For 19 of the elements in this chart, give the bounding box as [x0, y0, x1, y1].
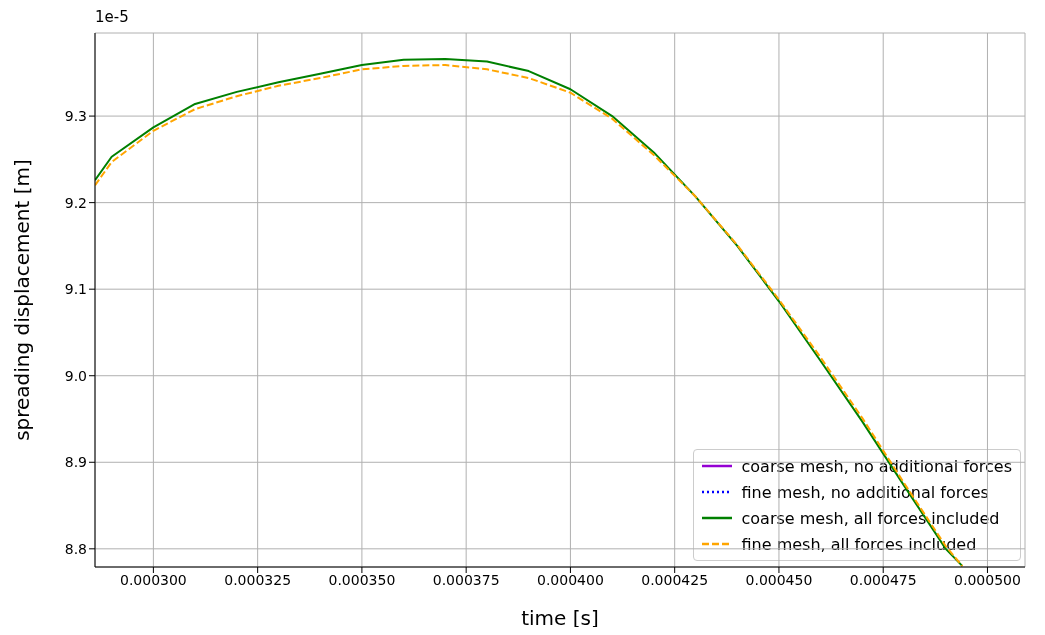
- x-tick-label: 0.000350: [328, 571, 396, 588]
- x-tick-label: 0.000475: [849, 571, 917, 588]
- y-tick-label: 9.0: [64, 367, 87, 384]
- x-tick-label: 0.000325: [224, 571, 292, 588]
- text: 1e-5: [95, 8, 129, 26]
- x-tick-label: 0.000300: [119, 571, 187, 588]
- x-tick-label: 0.000375: [432, 571, 500, 588]
- x-axis-title: time [s]: [521, 606, 599, 630]
- y-tick-label: 8.9: [64, 454, 87, 471]
- x-tick-label: 0.000450: [745, 571, 813, 588]
- y-tick-label: 9.3: [64, 108, 87, 125]
- x-tick-label: 0.000425: [641, 571, 709, 588]
- x-tick-label: 0.000500: [954, 571, 1021, 588]
- x-tick-label: 0.000400: [537, 571, 604, 588]
- y-axis-title: spreading displacement [m]: [10, 159, 34, 441]
- legend-label: coarse mesh, all forces included: [741, 508, 1000, 528]
- y-tick-label: 9.1: [64, 281, 87, 298]
- y-tick-label: 9.2: [64, 194, 87, 211]
- y-tick-label: 8.8: [64, 540, 87, 557]
